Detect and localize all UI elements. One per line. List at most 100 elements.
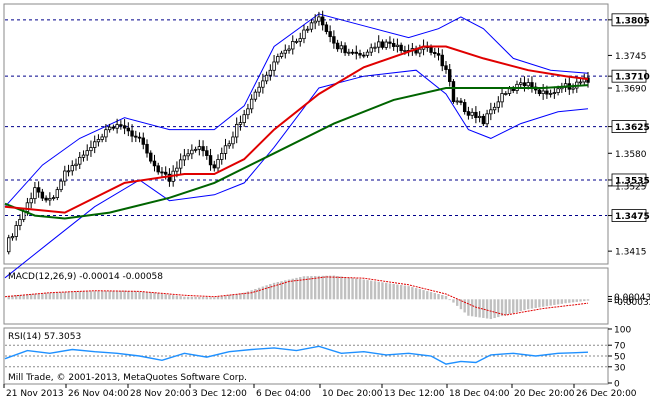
candle-body (433, 52, 437, 55)
macd-bar (527, 299, 530, 310)
candle-body (141, 137, 145, 145)
macd-bar (422, 290, 425, 300)
candle-body (111, 126, 116, 129)
macd-bar (201, 297, 205, 300)
macd-bar (362, 279, 365, 300)
time-label: 21 Nov 2013 (6, 389, 64, 399)
candle-body (253, 91, 258, 100)
candle-body (302, 29, 306, 40)
time-label: 3 Dec 12:00 (192, 389, 247, 399)
candle-body (81, 154, 86, 158)
candle-body (294, 40, 299, 43)
macd-bar (493, 299, 496, 319)
moving-average-fast (4, 45, 589, 214)
candle-body (571, 87, 575, 90)
macd-bar (250, 290, 253, 300)
macd-bar (186, 296, 190, 300)
candle-body (504, 93, 508, 95)
macd-bar (455, 299, 459, 306)
candle-body (261, 80, 265, 88)
bollinger-lower (4, 69, 589, 279)
macd-bar (407, 286, 410, 300)
candle-body (279, 52, 284, 57)
candle-body (526, 82, 530, 87)
macd-bar (7, 295, 10, 300)
macd-bar (523, 299, 526, 311)
candle-body (59, 180, 63, 191)
candle-body (309, 22, 314, 30)
macd-tick-label: -0.00032 (614, 298, 650, 308)
macd-bar (545, 299, 549, 307)
macd-bar (175, 295, 179, 300)
candle-body (70, 165, 74, 172)
price-tick-label: 1.3690 (615, 85, 647, 95)
time-label: 6 Dec 04:00 (256, 389, 311, 399)
macd-bar (74, 291, 78, 300)
macd-bar (171, 295, 175, 300)
candle-body (242, 114, 246, 124)
macd-bar (183, 296, 186, 300)
candle-body (328, 31, 332, 38)
macd-bar (44, 293, 48, 300)
macd-bar (388, 283, 392, 300)
macd-bar (441, 295, 444, 300)
macd-bar (37, 293, 40, 300)
time-label: 13 Dec 12:00 (384, 389, 445, 399)
candle-body (354, 51, 358, 54)
candle-body (377, 41, 381, 48)
macd-bar (59, 292, 63, 300)
moving-average-slow (4, 84, 589, 220)
macd-bar (280, 281, 283, 300)
macd-bar (231, 294, 235, 300)
macd-bar (52, 292, 55, 300)
candle-body (197, 146, 202, 150)
macd-bar (18, 294, 22, 300)
candle-body (89, 147, 93, 152)
candle-body (530, 82, 534, 88)
candle-body (145, 143, 149, 154)
macd-bar (153, 292, 156, 300)
candle-body (343, 45, 347, 54)
macd-bar (63, 292, 66, 300)
candle-body (182, 155, 187, 161)
macd-bar (123, 290, 126, 300)
candle-body (369, 47, 373, 53)
candle-body (92, 141, 97, 148)
candle-body (429, 47, 433, 53)
price-tick-label: 1.3580 (615, 150, 647, 160)
macd-bar (358, 279, 362, 300)
price-level-box (611, 13, 647, 27)
candle-body (25, 202, 30, 212)
macd-bar (519, 299, 522, 312)
macd-bar (370, 280, 373, 300)
macd-bar (399, 285, 403, 300)
candle-body (74, 163, 78, 166)
macd-bar (583, 299, 586, 302)
price-tick-label: 1.3415 (615, 248, 647, 258)
macd-bar (459, 299, 463, 310)
macd-bar (15, 295, 18, 300)
candle-body (522, 82, 527, 87)
candle-body (40, 191, 45, 199)
rsi-tick-label: 50 (614, 353, 626, 363)
candle-body (586, 77, 590, 83)
rsi-tick-label: 30 (614, 363, 626, 373)
candle-body (395, 44, 400, 47)
macd-bar (396, 284, 399, 300)
candle-body (365, 51, 370, 56)
macd-bar (437, 294, 440, 300)
candle-body (317, 16, 321, 22)
candle-body (7, 237, 11, 253)
candle-body (193, 148, 198, 151)
rsi-tick-label: 100 (614, 326, 631, 336)
price-level-box (611, 69, 647, 83)
macd-bar (67, 291, 70, 300)
candle-body (246, 108, 250, 116)
candle-body (100, 136, 104, 140)
macd-bar (332, 275, 336, 300)
macd-bar (41, 293, 44, 300)
candle-body (272, 61, 276, 71)
macd-tick-label: 0.00 (614, 296, 634, 306)
rsi-tick-label: 70 (614, 342, 626, 352)
macd-bar (366, 280, 369, 300)
